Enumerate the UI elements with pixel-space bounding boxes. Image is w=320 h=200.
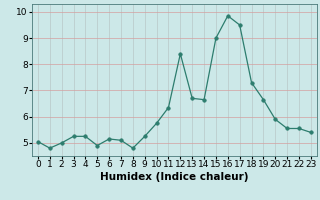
X-axis label: Humidex (Indice chaleur): Humidex (Indice chaleur) bbox=[100, 172, 249, 182]
